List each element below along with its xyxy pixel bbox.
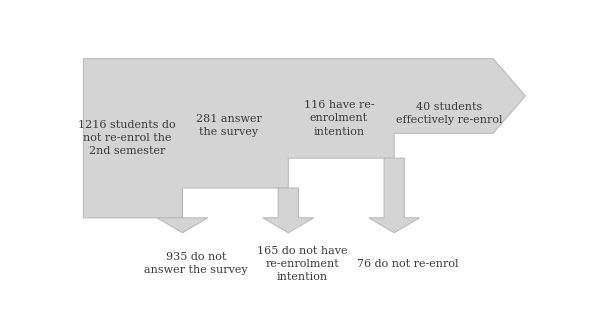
Text: 165 do not have
re-enrolment
intention: 165 do not have re-enrolment intention <box>257 246 347 282</box>
Text: 281 answer
the survey: 281 answer the survey <box>195 114 261 137</box>
Text: 76 do not re-enrol: 76 do not re-enrol <box>357 259 459 269</box>
Polygon shape <box>157 218 208 233</box>
Text: 116 have re-
enrolment
intention: 116 have re- enrolment intention <box>304 100 374 137</box>
Polygon shape <box>263 188 314 233</box>
Text: 40 students
effectively re-enrol: 40 students effectively re-enrol <box>396 102 503 125</box>
Text: 935 do not
answer the survey: 935 do not answer the survey <box>144 252 248 276</box>
Polygon shape <box>369 158 419 233</box>
Text: 1216 students do
not re-enrol the
2nd semester: 1216 students do not re-enrol the 2nd se… <box>78 120 176 156</box>
Polygon shape <box>83 59 526 218</box>
